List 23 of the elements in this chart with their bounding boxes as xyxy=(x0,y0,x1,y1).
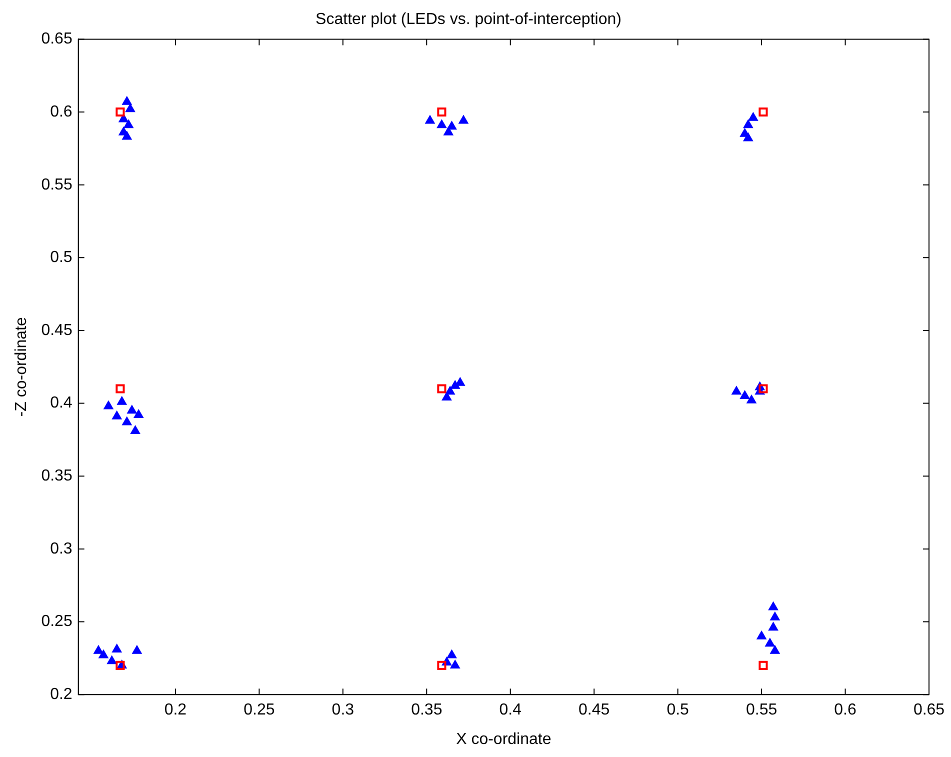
x-tick-label: 0.65 xyxy=(913,702,945,719)
x-tick-label: 0.6 xyxy=(834,702,856,719)
chart-title: Scatter plot (LEDs vs. point-of-interception) xyxy=(316,11,622,28)
y-tick-label: 0.25 xyxy=(41,613,72,630)
x-tick-label: 0.3 xyxy=(332,702,354,719)
y-tick-label: 0.2 xyxy=(50,686,72,704)
y-tick-label: 0.65 xyxy=(41,30,72,48)
x-tick-label: 0.5 xyxy=(666,702,690,719)
x-tick-label: 0.25 xyxy=(244,702,275,719)
y-tick-label: 0.55 xyxy=(41,176,72,194)
y-axis-title: -Z co-ordinate xyxy=(13,317,30,417)
x-tick-label: 0.45 xyxy=(578,702,610,719)
y-tick-label: 0.4 xyxy=(50,394,72,412)
y-tick-label: 0.5 xyxy=(50,249,72,266)
x-tick-label: 0.55 xyxy=(746,702,778,719)
x-axis-title: X co-ordinate xyxy=(456,730,552,748)
y-tick-label: 0.3 xyxy=(50,540,72,558)
y-tick-label: 0.6 xyxy=(50,103,72,120)
y-tick-label: 0.45 xyxy=(41,322,72,339)
x-tick-label: 0.35 xyxy=(411,702,442,719)
x-tick-label: 0.2 xyxy=(164,702,187,719)
x-tick-label: 0.4 xyxy=(499,702,522,719)
y-tick-label: 0.35 xyxy=(41,468,72,485)
